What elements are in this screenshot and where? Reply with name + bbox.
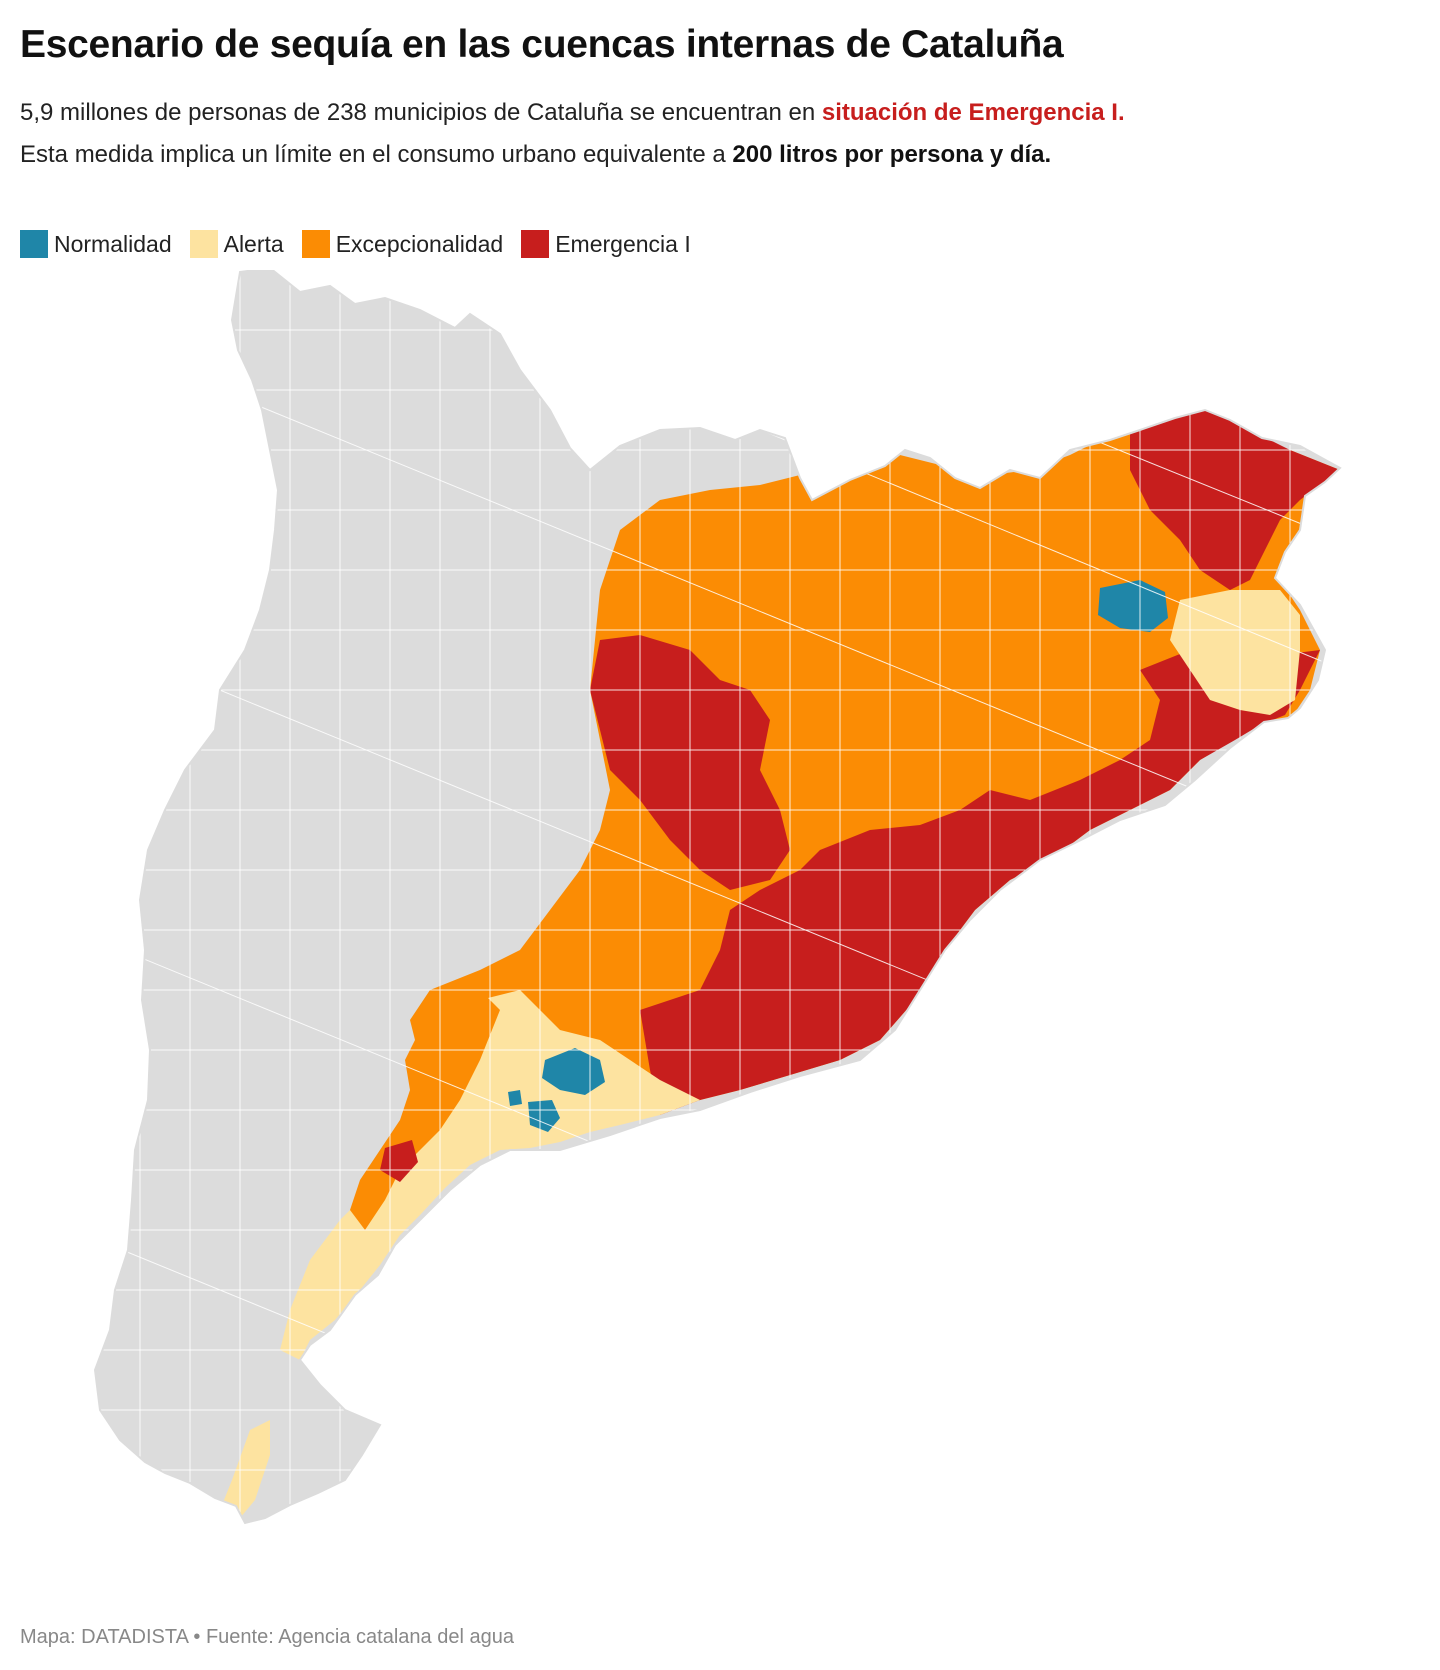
region-normalidad-south-c	[508, 1090, 522, 1106]
legend-swatch-excepcionalidad	[301, 230, 330, 258]
catalonia-drought-map	[93, 270, 1342, 1525]
legend-item-emergencia: Emergencia I	[521, 230, 691, 258]
region-normalidad-north	[1098, 580, 1168, 632]
map-legend: Normalidad Alerta Excepcionalidad Emerge…	[20, 230, 709, 258]
legend-label-excepcionalidad: Excepcionalidad	[335, 231, 504, 257]
map-source-credit: Mapa: DATADISTA • Fuente: Agencia catala…	[20, 1626, 514, 1648]
legend-swatch-alerta	[189, 230, 218, 258]
region-emergencia-coast	[640, 650, 1320, 1115]
legend-swatch-normalidad	[20, 230, 48, 258]
legend-swatch-emergencia	[521, 230, 550, 258]
region-normalidad-south-b	[528, 1100, 560, 1132]
map-title: Escenario de sequía en las cuencas inter…	[20, 23, 1064, 66]
legend-item-normalidad: Normalidad	[20, 230, 172, 258]
legend-item-alerta: Alerta	[189, 230, 284, 258]
legend-label-alerta: Alerta	[223, 231, 284, 257]
emergency-highlight: situación de Emergencia I.	[821, 99, 1125, 126]
consumption-limit-highlight: 200 litros por persona y día.	[732, 141, 1052, 168]
catalonia-outline	[93, 270, 1342, 1525]
subtitle-line-2: Esta medida implica un límite en el cons…	[20, 134, 1420, 176]
region-normalidad-south-a	[542, 1048, 605, 1095]
legend-item-excepcionalidad: Excepcionalidad	[301, 230, 504, 258]
subtitle-line-1: 5,9 millones de personas de 238 municipi…	[20, 92, 1420, 134]
region-alerta-southtip	[220, 1420, 270, 1518]
region-alerta-east	[1170, 590, 1300, 715]
subtitle-line-1-text: 5,9 millones de personas de 238 municipi…	[20, 99, 822, 126]
legend-label-normalidad: Normalidad	[54, 231, 172, 257]
map-subtitle: 5,9 millones de personas de 238 municipi…	[20, 92, 1420, 176]
subtitle-line-2-text: Esta medida implica un límite en el cons…	[20, 141, 733, 168]
legend-label-emergencia: Emergencia I	[555, 231, 691, 257]
